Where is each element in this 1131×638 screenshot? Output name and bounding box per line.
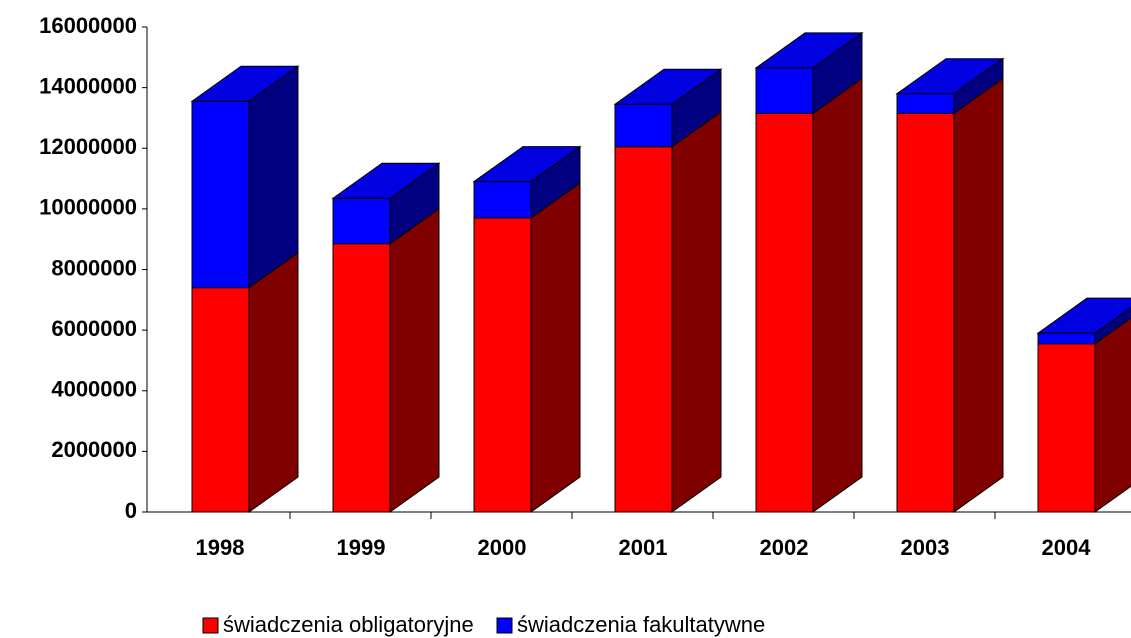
bar-top — [613, 68, 723, 105]
y-tick-label: 8000000 — [51, 255, 137, 280]
bar-top — [331, 162, 441, 199]
bar-side — [671, 110, 722, 513]
bar — [332, 197, 391, 245]
legend-label: świadczenia obligatoryjne — [223, 612, 474, 637]
bar-top — [895, 58, 1005, 95]
bar-top — [1036, 297, 1131, 334]
bar — [191, 287, 250, 513]
bar — [1037, 332, 1096, 345]
bar — [473, 181, 532, 219]
bar — [896, 112, 955, 513]
bar — [755, 67, 814, 114]
bar — [332, 243, 391, 513]
y-tick-label: 14000000 — [39, 73, 137, 98]
x-tick-label: 2002 — [760, 535, 809, 560]
bar — [614, 146, 673, 513]
x-tick-label: 2003 — [901, 535, 950, 560]
legend-swatch — [496, 617, 513, 634]
bar-side — [530, 181, 581, 513]
y-tick-label: 4000000 — [51, 377, 137, 402]
y-tick-label: 2000000 — [51, 437, 137, 462]
bar-side — [953, 77, 1004, 513]
legend-label: świadczenia fakultatywne — [517, 612, 765, 637]
bar-top — [472, 146, 582, 183]
bar — [1037, 343, 1096, 513]
bar-side — [248, 251, 299, 513]
legend-swatch — [202, 617, 219, 634]
x-tick-label: 1999 — [337, 535, 386, 560]
bar-side — [1094, 317, 1131, 513]
bar-top — [190, 65, 300, 102]
bar-top — [754, 32, 864, 69]
bar-side — [1094, 306, 1131, 345]
x-tick-label: 1998 — [196, 535, 245, 560]
bar — [614, 103, 673, 148]
y-tick-label: 0 — [125, 498, 137, 523]
x-tick-label: 2001 — [619, 535, 668, 560]
bar — [473, 217, 532, 513]
y-tick-label: 10000000 — [39, 195, 137, 220]
y-tick-label: 12000000 — [39, 134, 137, 159]
x-tick-label: 2004 — [1042, 535, 1092, 560]
bar-side — [389, 207, 440, 513]
bar-side — [812, 77, 863, 513]
y-tick-label: 6000000 — [51, 316, 137, 341]
y-tick-label: 16000000 — [39, 13, 137, 38]
bar — [191, 100, 250, 289]
bar — [896, 93, 955, 114]
bar — [755, 112, 814, 513]
x-tick-label: 2000 — [478, 535, 527, 560]
bar-side — [248, 65, 299, 289]
